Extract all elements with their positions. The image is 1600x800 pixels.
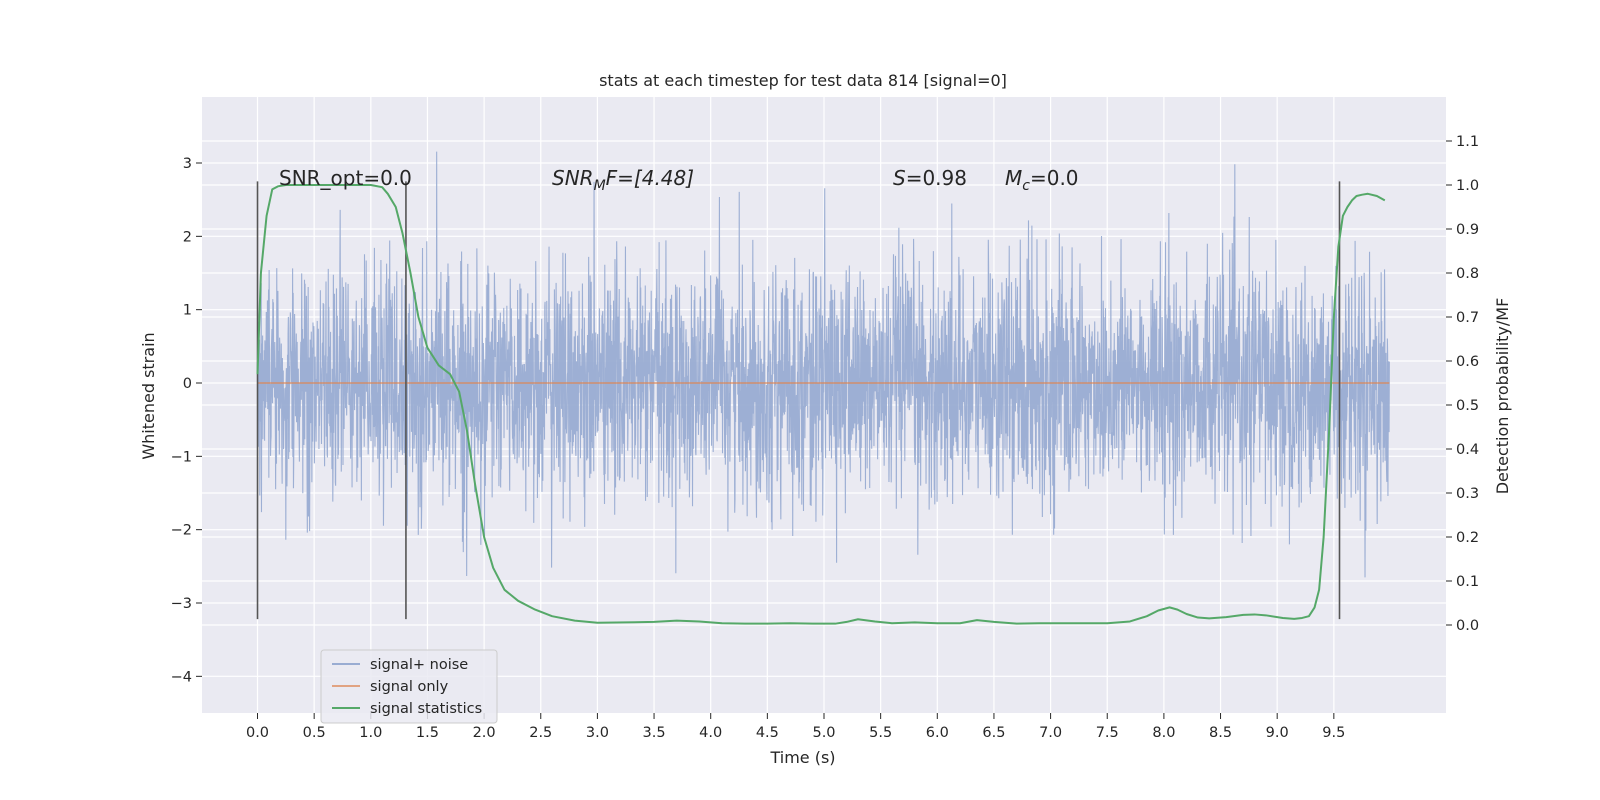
x-tick-label: 4.0 [699, 725, 722, 741]
signal-noise-series [256, 151, 1390, 578]
signal-statistics-series [256, 184, 1386, 625]
annotation-s: S=0.98 [893, 166, 967, 190]
legend-label-statistics: signal statistics [370, 701, 482, 717]
x-tick-label: 3.5 [643, 725, 666, 741]
x-tick-label: 7.0 [1039, 725, 1062, 741]
x-tick-label: 0.5 [303, 725, 326, 741]
annotation-snr-mf: SNRMF=[4.48] [552, 166, 694, 194]
x-axis-label: Time (s) [769, 748, 835, 767]
right-y-tick-label: 0.7 [1456, 310, 1479, 326]
legend-label-noise: signal+ noise [370, 657, 468, 673]
right-y-tick-label: 0.1 [1456, 574, 1479, 590]
right-y-axis-label: Detection probability/MF [1493, 298, 1512, 495]
right-y-tick-label: 0.5 [1456, 398, 1479, 414]
x-tick-label: 0.0 [246, 725, 269, 741]
right-y-tick-label: 0.0 [1456, 618, 1479, 634]
x-tick-label: 8.5 [1209, 725, 1232, 741]
annotation-mc: Mc=0.0 [1005, 166, 1079, 194]
x-tick-label: 6.5 [982, 725, 1005, 741]
right-y-tick-label: 0.6 [1456, 354, 1479, 370]
signal-noise-line [256, 151, 1390, 578]
y-axis-label: Whitened strain [139, 332, 158, 459]
x-tick-label: 2.5 [529, 725, 552, 741]
right-y-axis: 0.0 0.1 0.2 0.3 0.4 0.5 0.6 0.7 0.8 0.9 1.0 1.1 [1446, 134, 1479, 634]
left-y-tick-label: 3 [183, 156, 192, 172]
left-y-tick-label: −1 [171, 449, 192, 465]
right-y-tick-label: 1.1 [1456, 134, 1479, 150]
chart-title: stats at each timestep for test data 814… [599, 71, 1007, 90]
x-tick-label: 8.0 [1152, 725, 1175, 741]
x-tick-label: 2.0 [473, 725, 496, 741]
right-y-tick-label: 1.0 [1456, 178, 1479, 194]
left-y-tick-label: −3 [171, 596, 192, 612]
right-y-tick-label: 0.9 [1456, 222, 1479, 238]
right-y-tick-label: 0.2 [1456, 530, 1479, 546]
x-tick-label: 6.0 [926, 725, 949, 741]
x-tick-label: 9.5 [1322, 725, 1345, 741]
legend-label-signal: signal only [370, 679, 449, 695]
x-tick-label: 9.0 [1266, 725, 1289, 741]
left-y-tick-label: 1 [183, 303, 192, 319]
left-y-tick-label: 0 [183, 376, 192, 392]
signal-statistics-line [256, 184, 1386, 625]
x-axis: 0.0 0.5 1.0 1.5 2.0 2.5 3.0 3.5 4.0 4.5 5.0 5.5 6.0 6… [246, 713, 1345, 741]
annotation-snr-opt: SNR_opt=0.0 [279, 166, 412, 190]
left-y-tick-label: −2 [171, 523, 192, 539]
left-y-tick-label: −4 [171, 669, 192, 685]
legend: signal+ noise signal only signal statist… [320, 649, 498, 724]
x-tick-label: 5.0 [812, 725, 835, 741]
right-y-tick-label: 0.8 [1456, 266, 1479, 282]
legend-box [320, 649, 498, 724]
x-tick-label: 1.0 [359, 725, 382, 741]
x-tick-label: 1.5 [416, 725, 439, 741]
x-tick-label: 4.5 [756, 725, 779, 741]
right-y-tick-label: 0.4 [1456, 442, 1479, 458]
left-y-tick-label: 2 [183, 229, 192, 245]
left-y-axis: 3 2 1 0 −1 −2 −3 −4 [171, 156, 202, 685]
right-y-tick-label: 0.3 [1456, 486, 1479, 502]
x-tick-label: 5.5 [869, 725, 892, 741]
x-tick-label: 3.0 [586, 725, 609, 741]
x-tick-label: 7.5 [1096, 725, 1119, 741]
